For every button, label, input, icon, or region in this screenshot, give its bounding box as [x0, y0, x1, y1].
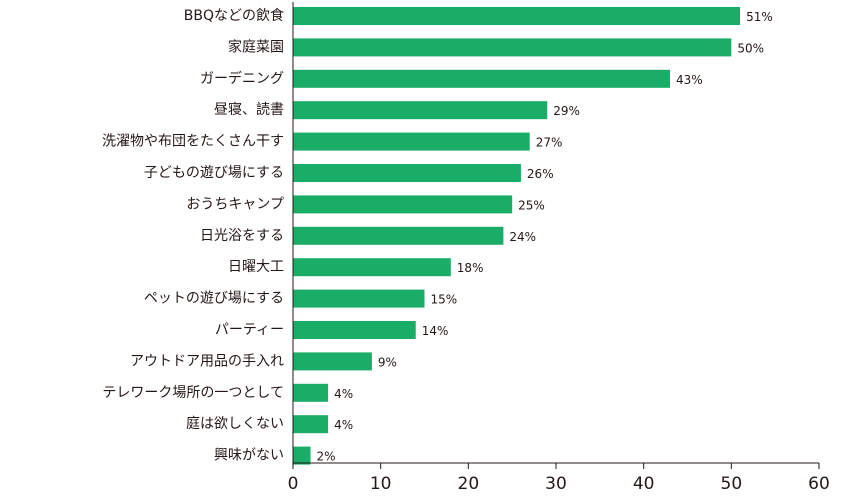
- bar: [293, 383, 329, 402]
- category-label: 日光浴をする: [200, 228, 284, 244]
- category-label: 日曜大工: [228, 259, 284, 275]
- x-tick-label: 30: [545, 474, 567, 494]
- category-label: BBQなどの飲食: [184, 7, 284, 24]
- bars-group: [293, 7, 741, 465]
- bar: [293, 195, 513, 214]
- bar: [293, 101, 548, 120]
- bar: [293, 352, 372, 371]
- category-label: テレワーク場所の一つとして: [102, 385, 284, 401]
- category-label: ガーデニング: [200, 70, 284, 87]
- category-label: 子どもの遊び場にする: [144, 165, 284, 181]
- category-label: 洗濯物や布団をたくさん干す: [102, 134, 284, 150]
- value-labels: 51% 50% 43% 29% 27% 26% 25% 24% 18% 15% 14% 9% 4% 4% 2…: [317, 10, 773, 464]
- x-tick-label: 10: [370, 474, 392, 494]
- category-label: おうちキャンプ: [186, 196, 284, 212]
- x-tick-label: 50: [721, 474, 743, 494]
- value-label: 26%: [527, 167, 554, 181]
- bar: [293, 415, 329, 434]
- value-label: 9%: [378, 355, 397, 369]
- value-label: 43%: [676, 73, 703, 87]
- category-label: 庭は欲しくない: [186, 415, 284, 432]
- value-label: 24%: [509, 230, 536, 244]
- bar: [293, 321, 416, 339]
- x-tick-label: 20: [458, 474, 480, 494]
- category-label: アウトドア用品の手入れ: [130, 353, 284, 369]
- value-label: 27%: [536, 136, 563, 150]
- value-label: 4%: [334, 418, 353, 432]
- value-label: 4%: [334, 387, 353, 401]
- x-axis: 0 10 20 30 40 50 60: [288, 2, 830, 494]
- bar: [293, 7, 741, 25]
- value-label: 2%: [317, 450, 336, 464]
- x-tick-label: 40: [633, 474, 655, 494]
- value-label: 18%: [457, 261, 484, 275]
- bar: [293, 258, 451, 277]
- category-label: ペットの遊び場にする: [144, 291, 284, 307]
- category-label: 昼寝、読書: [214, 101, 284, 118]
- bar: [293, 38, 732, 57]
- x-tick-label: 0: [288, 474, 299, 494]
- bar: [293, 446, 311, 465]
- x-tick-label: 60: [808, 474, 830, 494]
- value-label: 14%: [422, 324, 449, 338]
- bar: [293, 226, 504, 245]
- category-labels: BBQなどの飲食家庭菜園ガーデニング昼寝、読書洗濯物や布団をたくさん干す子どもの…: [102, 7, 284, 464]
- value-label: 15%: [431, 293, 458, 307]
- value-label: 50%: [737, 41, 764, 55]
- bar: [293, 164, 521, 182]
- value-label: 25%: [518, 198, 545, 212]
- value-label: 29%: [553, 104, 580, 118]
- value-label: 51%: [746, 10, 773, 24]
- category-label: 家庭菜園: [228, 38, 284, 55]
- category-label: 興味がない: [214, 448, 284, 464]
- bar: [293, 69, 670, 88]
- bar: [293, 289, 425, 308]
- bar: [293, 132, 530, 151]
- category-label: パーティー: [215, 322, 284, 338]
